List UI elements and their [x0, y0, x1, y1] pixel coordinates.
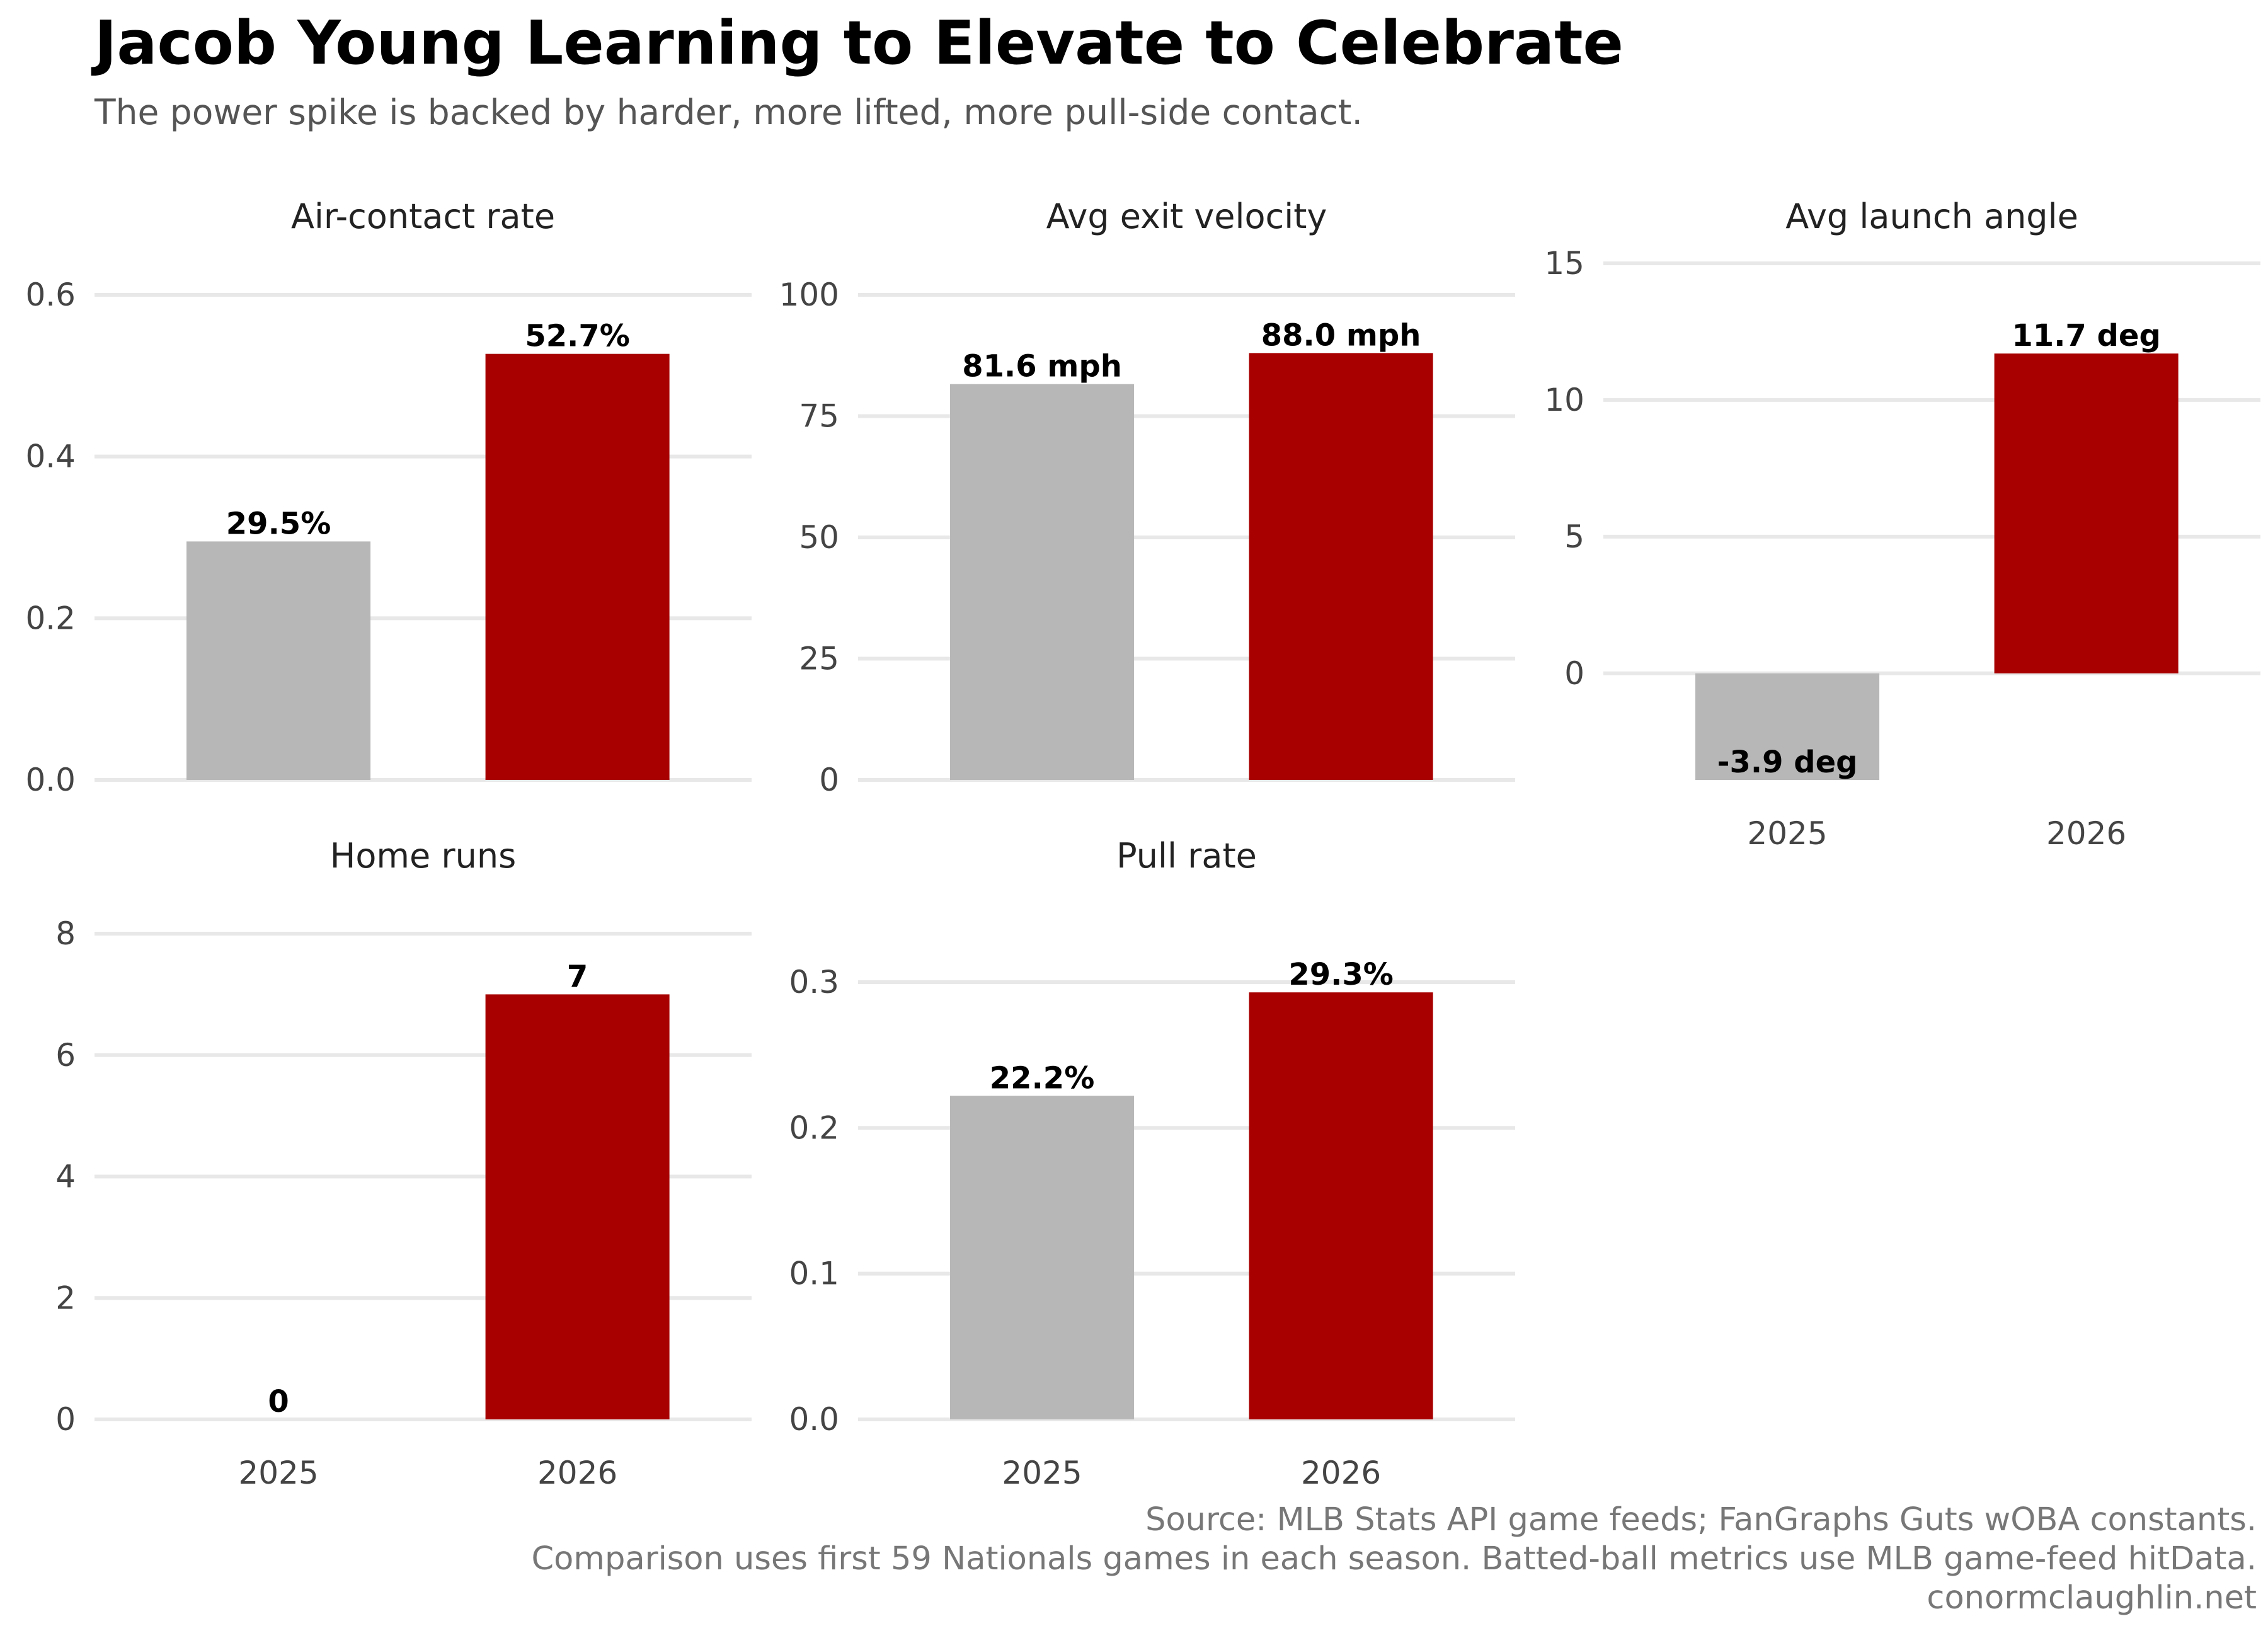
- bar-value-label: 22.2%: [990, 1060, 1095, 1096]
- x-category-label: 2025: [1747, 815, 1827, 852]
- y-tick-label: 6: [55, 1037, 76, 1074]
- x-category-label: 2026: [2046, 815, 2126, 852]
- bar-value-label: 29.3%: [1288, 957, 1394, 992]
- caption-site: conormclaughlin.net: [1927, 1579, 2257, 1617]
- bar-value-label: 81.6 mph: [962, 349, 1122, 384]
- bar-value-label: 7: [567, 959, 588, 994]
- y-tick-label: 75: [799, 398, 839, 435]
- bar-value-label: 11.7 deg: [2012, 318, 2160, 353]
- x-category-label: 2025: [1002, 1455, 1082, 1491]
- facet-panel: Air-contact rate 0.0 0.2 0.4 0.6 29.5% 52.7%: [25, 197, 752, 798]
- y-tick-label: 0.6: [25, 277, 76, 313]
- facet-title: Home runs: [330, 836, 516, 876]
- caption-note: Comparison uses first 59 Nationals games…: [531, 1540, 2257, 1578]
- x-category-label: 2025: [238, 1455, 318, 1491]
- y-tick-label: 10: [1544, 382, 1584, 418]
- y-tick-label: 8: [55, 915, 76, 952]
- facet-panel: Avg launch angle 0 5 10 15 -3.9 deg 2025 11.7 d…: [1544, 197, 2260, 852]
- facet-title: Air-contact rate: [291, 197, 555, 236]
- bar-2025: [186, 541, 371, 780]
- facet-title: Avg launch angle: [1785, 197, 2078, 236]
- chart-subtitle: The power spike is backed by harder, mor…: [94, 92, 1363, 132]
- bar-2026: [1249, 353, 1433, 780]
- y-tick-label: 15: [1544, 245, 1584, 282]
- bar-2026: [485, 353, 670, 780]
- x-category-label: 2026: [1301, 1455, 1381, 1491]
- bar-2026: [485, 994, 670, 1419]
- chart-title: Jacob Young Learning to Elevate to Celeb…: [94, 9, 1624, 78]
- y-tick-label: 0.0: [25, 762, 76, 798]
- bar-value-label: 52.7%: [525, 319, 630, 354]
- bar-value-label: -3.9 deg: [1717, 745, 1858, 780]
- y-tick-label: 0: [819, 762, 839, 798]
- facet-panel: Pull rate 0.0 0.1 0.2 0.3 22.2% 2025 29.3% 2026: [789, 836, 1515, 1491]
- bar-2025: [950, 1096, 1135, 1419]
- caption: Source: MLB Stats API game feeds; FanGra…: [531, 1501, 2257, 1618]
- y-tick-label: 0.1: [789, 1256, 839, 1292]
- y-tick-label: 0.3: [789, 964, 839, 1000]
- bar-2026: [1994, 353, 2179, 673]
- facet-title: Avg exit velocity: [1046, 197, 1327, 236]
- caption-source: Source: MLB Stats API game feeds; FanGra…: [1145, 1501, 2257, 1538]
- y-tick-label: 0.2: [25, 600, 76, 636]
- y-tick-label: 50: [799, 519, 839, 556]
- y-tick-label: 100: [779, 277, 839, 313]
- y-tick-label: 0.4: [25, 438, 76, 475]
- y-tick-label: 4: [55, 1159, 76, 1195]
- y-tick-label: 0.2: [789, 1109, 839, 1146]
- y-tick-label: 2: [55, 1280, 76, 1316]
- y-tick-label: 5: [1564, 518, 1584, 555]
- facet-panel: Home runs 0 2 4 6 8 0 2025 7 2026: [55, 836, 752, 1491]
- y-tick-label: 25: [799, 641, 839, 677]
- bar-2025: [1695, 673, 1880, 780]
- y-tick-label: 0: [1564, 655, 1584, 692]
- y-tick-label: 0.0: [789, 1401, 839, 1438]
- facet-panel: Avg exit velocity 0 25 50 75 100 81.6 mph 88.0 …: [779, 197, 1515, 798]
- x-category-label: 2026: [537, 1455, 617, 1491]
- facet-title: Pull rate: [1116, 836, 1257, 876]
- bar-value-label: 0: [268, 1384, 289, 1419]
- bar-2026: [1249, 992, 1433, 1419]
- bar-2025: [950, 384, 1135, 780]
- bar-value-label: 88.0 mph: [1261, 318, 1421, 353]
- bar-value-label: 29.5%: [226, 506, 331, 541]
- y-tick-label: 0: [55, 1401, 76, 1438]
